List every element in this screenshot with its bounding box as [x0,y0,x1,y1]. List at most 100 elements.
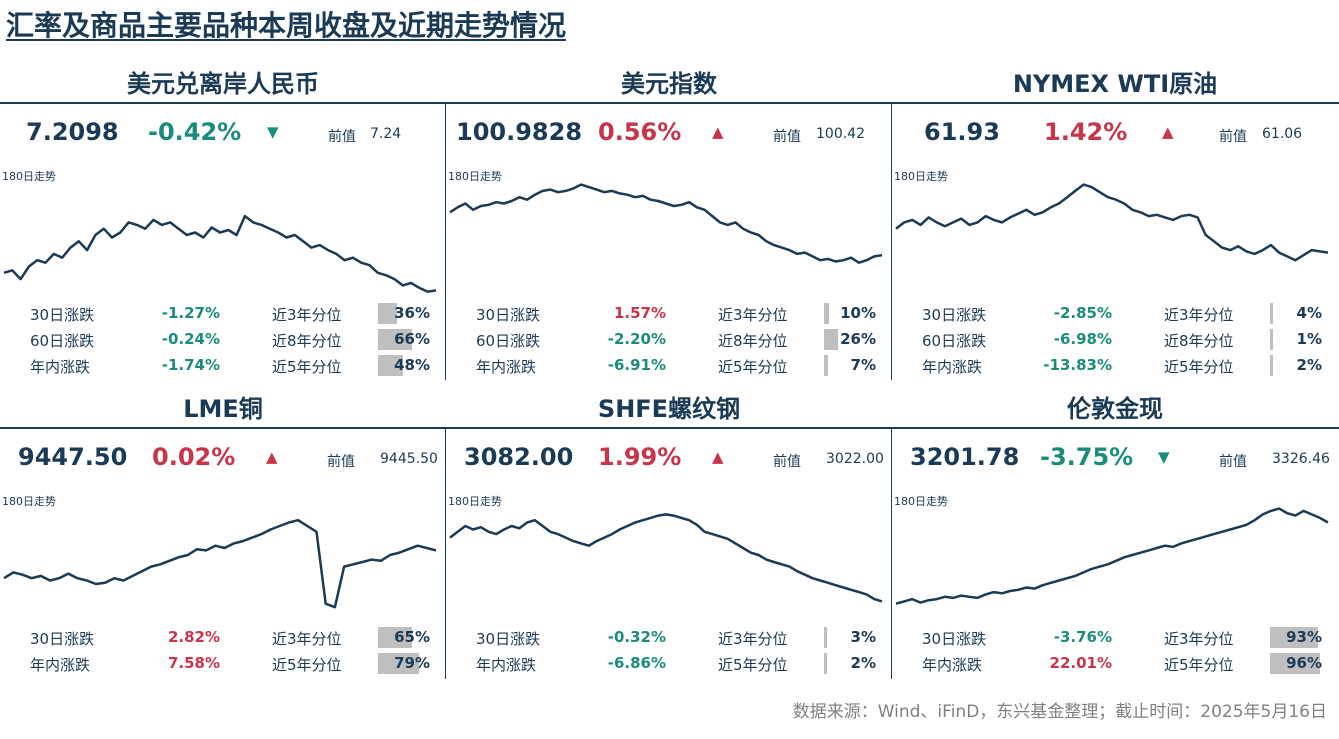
top-row-divider [0,102,1339,104]
percentile-bar [378,303,397,324]
stat-row: 30日涨跌 -2.85% 近3年分位 4% [892,302,1338,326]
change-period-label: 60日涨跌 [476,332,541,350]
previous-label: 前值 [1219,129,1247,145]
percentile-label: 近8年分位 [718,332,788,350]
change-period-label: 30日涨跌 [922,306,987,324]
column-divider [445,429,446,679]
percentile-bar [1270,303,1273,324]
trend-line [895,183,1329,262]
change-period-value: -13.83% [1043,356,1112,374]
change-period-value: 1.57% [613,304,666,322]
previous-label: 前值 [773,129,801,145]
change-period-label: 年内涨跌 [922,656,983,674]
change-period-label: 60日涨跌 [922,332,987,350]
percentile-label: 近5年分位 [272,656,342,674]
change-period-label: 60日涨跌 [30,332,95,350]
percentile-label: 近8年分位 [1164,332,1234,350]
percentile-value: 2% [850,654,876,672]
trend-sparkline [895,507,1329,605]
change-value: 1.99% [598,443,682,471]
indicator-panel: 3201.78 -3.75% ▼ 前值 3326.46 180日走势 30日涨跌 -3.76%… [892,429,1338,679]
change-period-label: 年内涨跌 [476,656,537,674]
percentile-bar [824,653,827,674]
stat-row: 年内涨跌 22.01% 近5年分位 96% [892,652,1338,676]
percentile-value: 2% [1296,356,1322,374]
percentile-bar [378,627,412,648]
previous-value: 100.42 [816,126,865,142]
change-period-label: 30日涨跌 [30,630,95,648]
stat-row: 60日涨跌 -2.20% 近8年分位 26% [446,328,892,352]
down-arrow-icon: ▼ [1158,448,1170,466]
stat-row: 年内涨跌 7.58% 近5年分位 79% [0,652,446,676]
price-value: 9447.50 [18,443,128,471]
price-value: 3082.00 [464,443,574,471]
percentile-value: 4% [1296,304,1322,322]
trend-label: 180日走势 [894,170,948,183]
data-source-note: 数据来源：Wind、iFinD，东兴基金整理；截止时间：2025年5月16日 [792,702,1327,722]
stat-row: 30日涨跌 2.82% 近3年分位 65% [0,626,446,650]
trend-sparkline [3,518,437,609]
change-period-label: 年内涨跌 [30,358,91,376]
price-value: 7.2098 [26,118,119,146]
panel-title-wti: NYMEX WTI原油 [1012,70,1218,98]
percentile-bar [824,355,828,376]
previous-value: 7.24 [370,126,402,142]
percentile-bar [378,329,412,350]
change-period-value: -1.74% [161,356,220,374]
stat-row: 30日涨跌 -1.27% 近3年分位 36% [0,302,446,326]
change-value: 0.02% [152,443,236,471]
percentile-value: 26% [840,330,876,348]
percentile-bar [824,627,827,648]
percentile-value: 3% [850,628,876,646]
percentile-value: 10% [840,304,876,322]
indicator-panel: 61.93 1.42% ▲ 前值 61.06 180日走势 30日涨跌 -2.85% 近3年分位… [892,104,1338,380]
trend-line [895,507,1329,605]
previous-label: 前值 [773,454,801,470]
up-arrow-icon: ▲ [712,448,724,466]
percentile-label: 近5年分位 [1164,656,1234,674]
change-period-label: 30日涨跌 [30,306,95,324]
change-period-value: -0.24% [161,330,220,348]
previous-value: 9445.50 [380,451,438,467]
percentile-label: 近8年分位 [272,332,342,350]
change-period-label: 年内涨跌 [30,656,91,674]
percentile-label: 近3年分位 [272,306,342,324]
percentile-bar [824,303,829,324]
trend-line [3,518,437,609]
indicator-panel: 9447.50 0.02% ▲ 前值 9445.50 180日走势 30日涨跌 2.82% 近3… [0,429,446,679]
stat-row: 年内涨跌 -13.83% 近5年分位 2% [892,354,1338,378]
trend-label: 180日走势 [448,495,502,508]
stat-row: 30日涨跌 1.57% 近3年分位 10% [446,302,892,326]
change-value: 0.56% [598,118,682,146]
trend-label: 180日走势 [448,170,502,183]
percentile-value: 66% [394,330,430,348]
percentile-value: 36% [394,304,430,322]
column-divider [445,104,446,380]
percentile-label: 近5年分位 [718,656,788,674]
percentile-bar [378,355,403,376]
percentile-bar [1270,329,1273,350]
percentile-label: 近5年分位 [718,358,788,376]
change-period-value: -6.98% [1053,330,1112,348]
panel-title-usdcnh: 美元兑离岸人民币 [127,70,319,98]
change-value: -0.42% [148,118,242,146]
change-period-value: -2.85% [1053,304,1112,322]
trend-sparkline [449,183,883,264]
up-arrow-icon: ▲ [712,123,724,141]
panel-title-shfe-rebar: SHFE螺纹钢 [597,395,741,423]
change-period-value: -2.20% [607,330,666,348]
percentile-label: 近3年分位 [718,630,788,648]
trend-sparkline [449,513,883,603]
trend-sparkline [895,183,1329,262]
trend-sparkline [3,214,437,293]
change-period-value: 2.82% [167,628,220,646]
price-value: 61.93 [924,118,1000,146]
stat-row: 60日涨跌 -0.24% 近8年分位 66% [0,328,446,352]
percentile-label: 近3年分位 [1164,630,1234,648]
percentile-value: 93% [1286,628,1322,646]
previous-label: 前值 [328,129,356,145]
trend-label: 180日走势 [2,170,56,183]
percentile-value: 96% [1286,654,1322,672]
trend-line [449,183,883,264]
panel-title-london-gold: 伦敦金现 [1067,395,1163,423]
